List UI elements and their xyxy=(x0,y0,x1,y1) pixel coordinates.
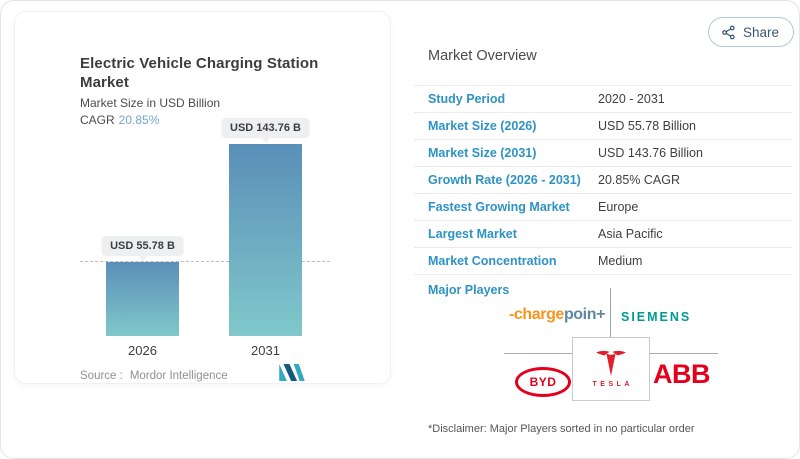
siemens-logo: SIEMENS xyxy=(621,310,692,324)
table-row-market-size-2026: Market Size (2026) USD 55.78 Billion xyxy=(414,113,792,140)
chart-title-line2: Market xyxy=(80,74,129,91)
share-button[interactable]: Share xyxy=(708,17,795,47)
logo-grid-horizontal-divider-right xyxy=(650,353,718,354)
row-value: USD 143.76 Billion xyxy=(598,146,703,160)
share-label: Share xyxy=(743,24,780,40)
overview-table: Study Period 2020 - 2031 Market Size (20… xyxy=(414,85,792,275)
row-label: Study Period xyxy=(428,92,506,106)
abb-logo: ABB xyxy=(653,359,711,389)
byd-logo: BYD xyxy=(515,367,571,397)
table-row-fastest-growing-market: Fastest Growing Market Europe xyxy=(414,194,792,221)
table-row-study-period: Study Period 2020 - 2031 xyxy=(414,86,792,113)
chargepoint-logo: -chargepoin+ xyxy=(506,306,608,324)
chart-title-line1: Electric Vehicle Charging Station xyxy=(80,55,319,72)
source-note: Source : Mordor Intelligence xyxy=(80,370,228,382)
label-pointer-2031 xyxy=(260,137,271,143)
axis-label-2031: 2031 xyxy=(251,343,280,358)
chart-cagr: CAGR 20.85% xyxy=(80,113,159,127)
row-label: Growth Rate (2026 - 2031) xyxy=(428,173,581,187)
byd-wordmark: BYD xyxy=(529,375,557,389)
bar-column-2026: USD 55.78 B 2026 xyxy=(101,112,184,358)
major-players-label: Major Players xyxy=(428,283,510,297)
table-row-growth-rate: Growth Rate (2026 - 2031) 20.85% CAGR xyxy=(414,167,792,194)
table-row-largest-market: Largest Market Asia Pacific xyxy=(414,221,792,248)
row-value: Europe xyxy=(598,200,639,214)
disclaimer-text: *Disclaimer: Major Players sorted in no … xyxy=(428,423,695,435)
row-value: 2020 - 2031 xyxy=(598,92,665,106)
bar-value-label-2026: USD 55.78 B xyxy=(101,235,184,256)
logo-grid-horizontal-divider-left xyxy=(504,353,572,354)
row-label: Largest Market xyxy=(428,227,517,241)
bar-value-label-2031: USD 143.76 B xyxy=(221,118,310,138)
chart-panel: Electric Vehicle Charging Station Market… xyxy=(14,11,391,384)
row-value: Asia Pacific xyxy=(598,227,663,241)
logo-grid-vertical-divider xyxy=(610,288,611,337)
bar-column-2031: USD 143.76 B 2031 xyxy=(221,112,310,358)
chart-title: Electric Vehicle Charging Station Market xyxy=(80,54,380,92)
row-label: Market Size (2026) xyxy=(428,119,537,133)
bar-2026 xyxy=(106,261,179,336)
cagr-label: CAGR xyxy=(80,113,115,127)
tesla-wordmark: TESLA xyxy=(592,381,633,388)
chart-subtitle: Market Size in USD Billion xyxy=(80,96,221,110)
overview-title: Market Overview xyxy=(428,48,537,64)
bar-2031 xyxy=(229,144,302,336)
row-label: Market Concentration xyxy=(428,254,557,268)
source-value: Mordor Intelligence xyxy=(129,370,228,382)
cagr-value: 20.85% xyxy=(118,113,160,127)
row-label: Fastest Growing Market xyxy=(428,200,570,214)
share-icon xyxy=(721,25,736,40)
table-row-market-concentration: Market Concentration Medium xyxy=(414,248,792,275)
tesla-t-icon xyxy=(595,350,627,378)
bar-chart: USD 55.78 B 2026 USD 143.76 B 2031 xyxy=(80,112,330,358)
row-value: USD 55.78 Billion xyxy=(598,119,696,133)
mordor-intelligence-logo-icon xyxy=(279,364,305,386)
reference-dashed-line xyxy=(80,260,330,262)
chargepoint-logo-blue-part: poin+ xyxy=(563,306,606,323)
row-label: Market Size (2031) xyxy=(428,146,537,160)
table-row-market-size-2031: Market Size (2031) USD 143.76 Billion xyxy=(414,140,792,167)
row-value: 20.85% CAGR xyxy=(598,173,680,187)
tesla-logo: TESLA xyxy=(572,337,650,401)
axis-label-2026: 2026 xyxy=(128,343,157,358)
row-value: Medium xyxy=(598,254,643,268)
source-label: Source : xyxy=(80,370,123,382)
label-pointer-2026 xyxy=(137,254,148,261)
chargepoint-logo-orange-part: -charge xyxy=(508,306,564,323)
